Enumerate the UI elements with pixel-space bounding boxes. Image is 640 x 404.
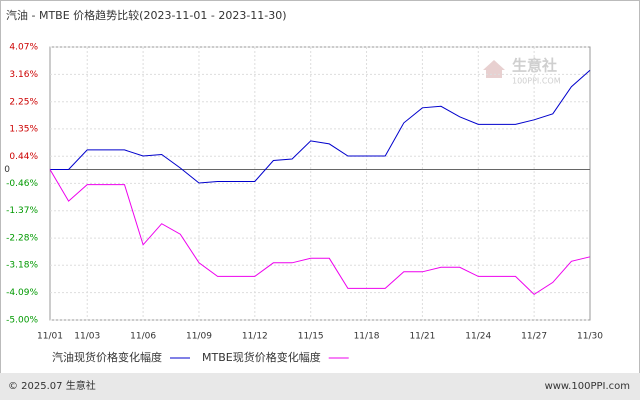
y-tick-label: -1.37%	[6, 206, 38, 216]
x-tick-label: 11/18	[354, 332, 380, 342]
y-tick-label: -3.18%	[6, 261, 38, 271]
x-tick-label: 11/09	[186, 332, 212, 342]
y-tick-label: 1.35%	[9, 124, 38, 134]
y-tick-label: 4.07%	[9, 43, 38, 53]
y-tick-label: -2.28%	[6, 234, 38, 244]
x-tick-label: 11/06	[130, 332, 156, 342]
watermark: 生意社	[512, 57, 557, 75]
line-series	[50, 69, 591, 184]
legend-label: MTBE现货价格变化幅度	[202, 350, 321, 364]
line-series	[49, 169, 591, 296]
x-tick-label: 11/21	[409, 332, 435, 342]
footer-bar	[0, 373, 640, 400]
x-tick-label: 11/15	[298, 332, 324, 342]
x-tick-label: 11/12	[242, 332, 268, 342]
x-tick-label: 11/01	[37, 332, 63, 342]
y-tick-label: 2.25%	[9, 97, 38, 107]
y-tick-label: -4.09%	[6, 288, 38, 298]
x-tick-label: 11/03	[74, 332, 100, 342]
watermark-icon	[483, 60, 505, 78]
y-tick-label: 3.16%	[9, 70, 38, 80]
watermark: 100PPI.COM	[512, 77, 561, 86]
chart-title: 汽油 - MTBE 价格趋势比较(2023-11-01 - 2023-11-30…	[6, 8, 287, 22]
y-tick-label: 0	[4, 165, 10, 175]
y-tick-label: -5.00%	[6, 316, 38, 326]
x-tick-label: 11/24	[465, 332, 491, 342]
footer-left: © 2025.07 生意社	[8, 379, 96, 392]
y-tick-label: -0.46%	[6, 179, 38, 189]
legend-label: 汽油现货价格变化幅度	[52, 350, 162, 364]
x-tick-label: 11/27	[521, 332, 547, 342]
x-tick-label: 11/30	[577, 332, 603, 342]
y-tick-label: 0.44%	[9, 152, 38, 162]
footer-right: www.100PPI.com	[545, 381, 630, 392]
